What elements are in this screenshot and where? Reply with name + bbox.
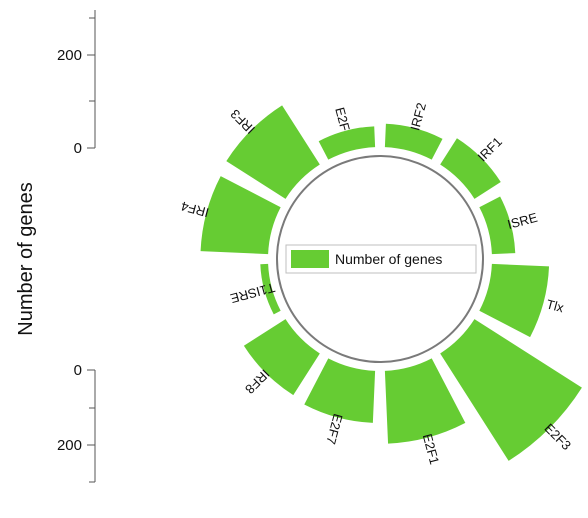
y-tick-label: 200 (57, 437, 82, 454)
category-label: IRF4 (179, 199, 210, 221)
category-label: E2F7 (323, 412, 346, 446)
legend-swatch (291, 250, 329, 268)
y-axis-upper: 200 0 (57, 10, 96, 157)
y-axis-lower: 0 200 (57, 362, 96, 483)
legend-box (285, 244, 477, 274)
y-tick-label: 0 (74, 362, 82, 379)
category-label: Tlx (545, 296, 566, 315)
legend: Number of genes (285, 244, 477, 274)
bar-irf1 (440, 138, 501, 199)
y-tick-label: 200 (57, 47, 82, 64)
bar-irf3 (226, 105, 320, 199)
bar-irf8 (243, 319, 320, 396)
legend-label: Number of genes (335, 251, 442, 267)
bar-e2f3 (440, 319, 582, 461)
bar-irf2 (384, 123, 443, 160)
bar-t1isre (260, 263, 281, 315)
y-tick-label: 0 (74, 140, 82, 157)
bar-tlx (479, 263, 550, 338)
y-axis-label: Number of genes (15, 182, 37, 335)
category-label: E2F (332, 106, 353, 133)
bar-e2f (318, 126, 376, 160)
category-label: E2F3 (541, 420, 574, 453)
bar-e2f7 (304, 358, 376, 423)
category-label: E2F1 (420, 432, 443, 466)
category-label: ISRE (506, 210, 540, 232)
bar-e2f1 (384, 358, 466, 444)
bars (200, 105, 582, 461)
bar-isre (479, 196, 516, 255)
category-label: IRF2 (407, 101, 429, 132)
bar-irf4 (200, 176, 281, 255)
